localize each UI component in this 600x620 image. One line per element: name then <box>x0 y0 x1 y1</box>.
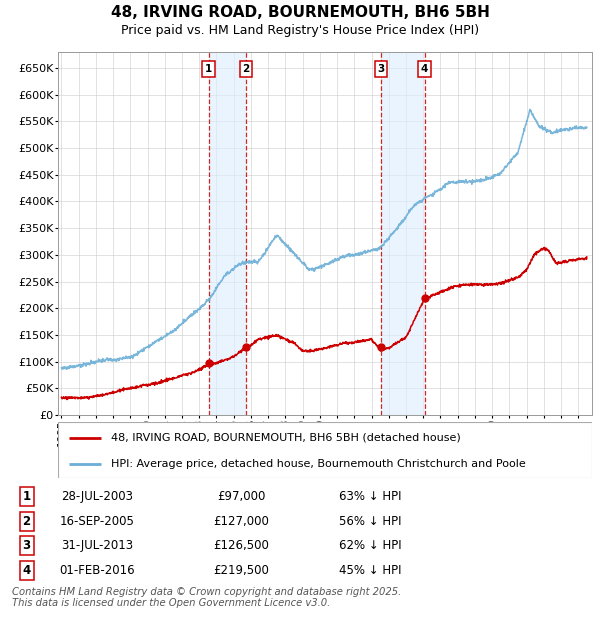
Bar <box>209 52 246 415</box>
Text: Price paid vs. HM Land Registry's House Price Index (HPI): Price paid vs. HM Land Registry's House … <box>121 24 479 37</box>
Text: £126,500: £126,500 <box>213 539 269 552</box>
Text: 31-JUL-2013: 31-JUL-2013 <box>61 539 133 552</box>
Text: 62% ↓ HPI: 62% ↓ HPI <box>339 539 402 552</box>
Text: 56% ↓ HPI: 56% ↓ HPI <box>340 515 402 528</box>
Text: 1: 1 <box>23 490 31 503</box>
Text: 4: 4 <box>22 564 31 577</box>
Text: 3: 3 <box>377 64 385 74</box>
Text: 48, IRVING ROAD, BOURNEMOUTH, BH6 5BH: 48, IRVING ROAD, BOURNEMOUTH, BH6 5BH <box>110 5 490 20</box>
Text: Contains HM Land Registry data © Crown copyright and database right 2025.
This d: Contains HM Land Registry data © Crown c… <box>12 587 401 608</box>
Text: 01-FEB-2016: 01-FEB-2016 <box>59 564 135 577</box>
Text: 28-JUL-2003: 28-JUL-2003 <box>61 490 133 503</box>
Text: 45% ↓ HPI: 45% ↓ HPI <box>340 564 402 577</box>
Text: HPI: Average price, detached house, Bournemouth Christchurch and Poole: HPI: Average price, detached house, Bour… <box>112 459 526 469</box>
Text: 3: 3 <box>23 539 31 552</box>
Text: 48, IRVING ROAD, BOURNEMOUTH, BH6 5BH (detached house): 48, IRVING ROAD, BOURNEMOUTH, BH6 5BH (d… <box>112 433 461 443</box>
Text: 63% ↓ HPI: 63% ↓ HPI <box>340 490 402 503</box>
Text: £97,000: £97,000 <box>217 490 265 503</box>
Text: £219,500: £219,500 <box>213 564 269 577</box>
Text: £127,000: £127,000 <box>213 515 269 528</box>
Bar <box>381 52 425 415</box>
Text: 2: 2 <box>242 64 250 74</box>
Text: 16-SEP-2005: 16-SEP-2005 <box>60 515 134 528</box>
FancyBboxPatch shape <box>58 422 592 478</box>
Text: 1: 1 <box>205 64 212 74</box>
Text: 2: 2 <box>23 515 31 528</box>
Text: 4: 4 <box>421 64 428 74</box>
